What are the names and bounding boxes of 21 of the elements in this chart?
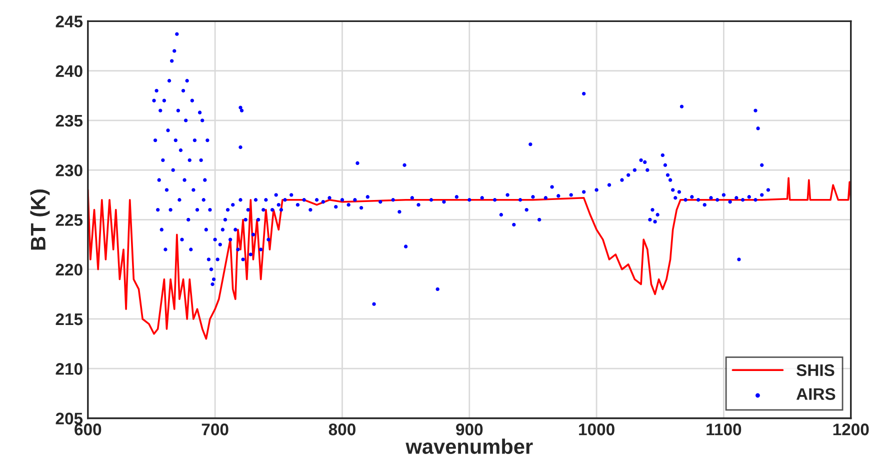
y-tick-label: 215: [56, 313, 83, 326]
x-tick-label: 600: [74, 424, 102, 436]
legend-label: AIRS: [796, 388, 836, 400]
x-tick-label: 900: [456, 424, 483, 436]
y-tick-label: 205: [56, 412, 83, 424]
x-tick-label: 1000: [579, 424, 614, 436]
y-tick-label: 225: [56, 214, 83, 226]
x-tick-label: 1100: [706, 424, 742, 436]
x-tick-label: 700: [202, 424, 228, 436]
y-tick-label: 235: [56, 114, 83, 127]
y-tick-label: 230: [56, 164, 82, 176]
x-tick-label: 800: [328, 424, 356, 436]
y-tick-label: 220: [56, 264, 82, 276]
y-axis-title: BT (K): [30, 190, 50, 250]
y-tick-label: 240: [56, 65, 82, 78]
x-axis-title: wavenumber: [406, 438, 533, 454]
line-series: [88, 177, 851, 340]
y-tick-label: 245: [56, 16, 83, 28]
y-tick-label: 210: [56, 363, 82, 375]
x-tick-label: 1200: [833, 424, 869, 436]
legend-label: SHIS: [796, 364, 834, 376]
